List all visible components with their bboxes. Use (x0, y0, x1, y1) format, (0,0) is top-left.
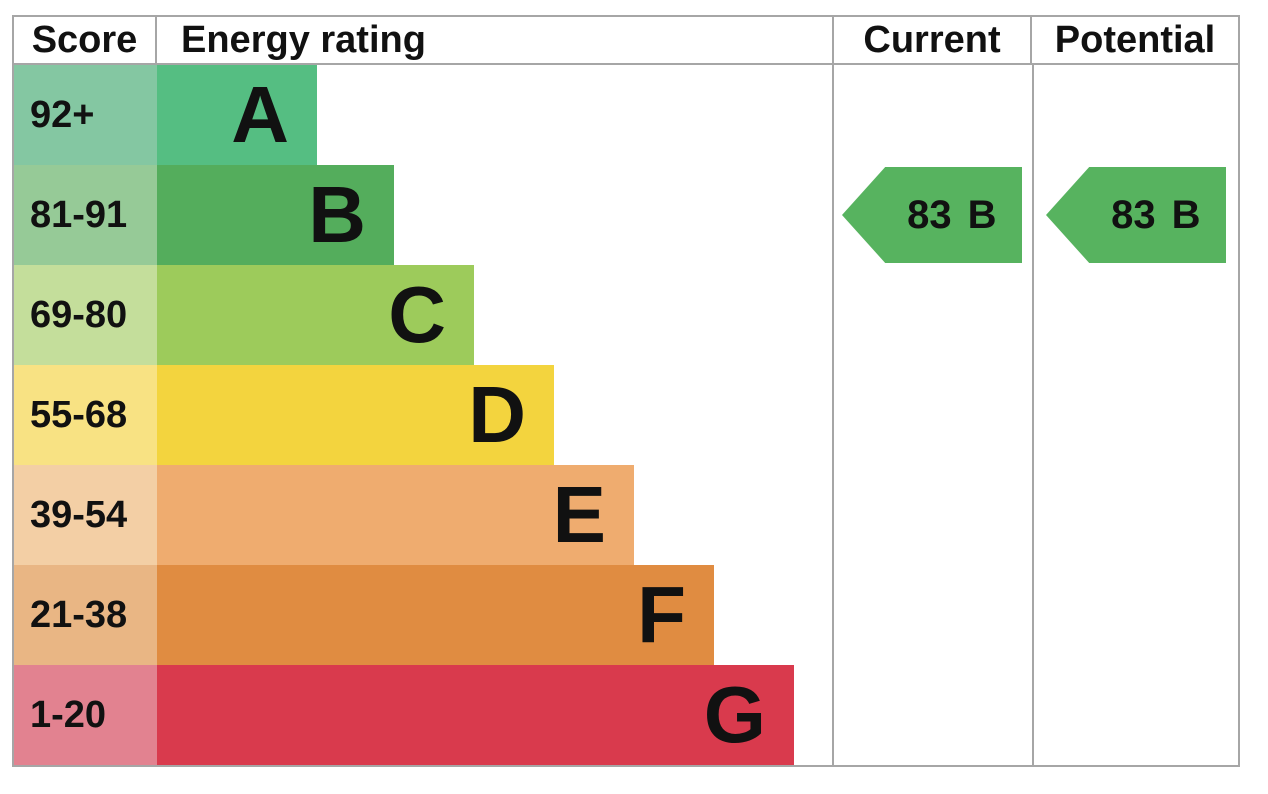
band-range-e: 39-54 (14, 465, 157, 565)
current-rating-text: 83 B (907, 195, 996, 235)
current-column-divider (832, 65, 834, 765)
band-row-e: 39-54 E (14, 465, 1238, 565)
band-row-b: 81-91 B (14, 165, 1238, 265)
potential-column-divider (1032, 65, 1034, 765)
band-letter-c: C (388, 270, 446, 359)
band-bar-a: A (157, 65, 317, 165)
epc-table: Score Energy rating Current Potential 1-… (12, 15, 1240, 767)
band-range-f: 21-38 (14, 565, 157, 665)
band-letter-a: A (231, 70, 289, 159)
potential-score-value: 83 (1111, 193, 1156, 237)
band-range-g: 1-20 (14, 665, 157, 765)
header-energy-rating: Energy rating (157, 17, 834, 63)
current-band-letter: B (967, 193, 997, 237)
potential-rating-arrow: 83 B (1046, 167, 1226, 263)
band-letter-g: G (703, 670, 766, 759)
header-current: Current (834, 17, 1032, 63)
current-score-value: 83 (907, 193, 952, 237)
table-header: Score Energy rating Current Potential (14, 17, 1238, 65)
header-score: Score (14, 17, 157, 63)
band-letter-f: F (637, 570, 686, 659)
band-row-d: 55-68 D (14, 365, 1238, 465)
band-bar-f: F (157, 565, 714, 665)
band-range-c: 69-80 (14, 265, 157, 365)
potential-rating-text: 83 B (1111, 195, 1200, 235)
current-rating-arrow: 83 B (842, 167, 1022, 263)
band-row-f: 21-38 F (14, 565, 1238, 665)
band-letter-b: B (308, 170, 366, 259)
band-range-b: 81-91 (14, 165, 157, 265)
band-bar-b: B (157, 165, 394, 265)
band-bar-e: E (157, 465, 634, 565)
header-potential: Potential (1054, 18, 1216, 61)
band-row-g: 1-20 G (14, 665, 1238, 765)
band-range-a: 92+ (14, 65, 157, 165)
potential-band-letter: B (1171, 193, 1201, 237)
band-range-d: 55-68 (14, 365, 157, 465)
band-bar-d: D (157, 365, 554, 465)
band-bar-g: G (157, 665, 794, 765)
table-body: 1-20 G 21-38 F 39-54 E 55-68 D 69-80 C 81-91 B 92+ A … (14, 65, 1238, 765)
band-letter-e: E (552, 470, 606, 559)
band-row-c: 69-80 C (14, 265, 1238, 365)
band-bar-c: C (157, 265, 474, 365)
band-letter-d: D (468, 370, 526, 459)
band-row-a: 92+ A (14, 65, 1238, 165)
